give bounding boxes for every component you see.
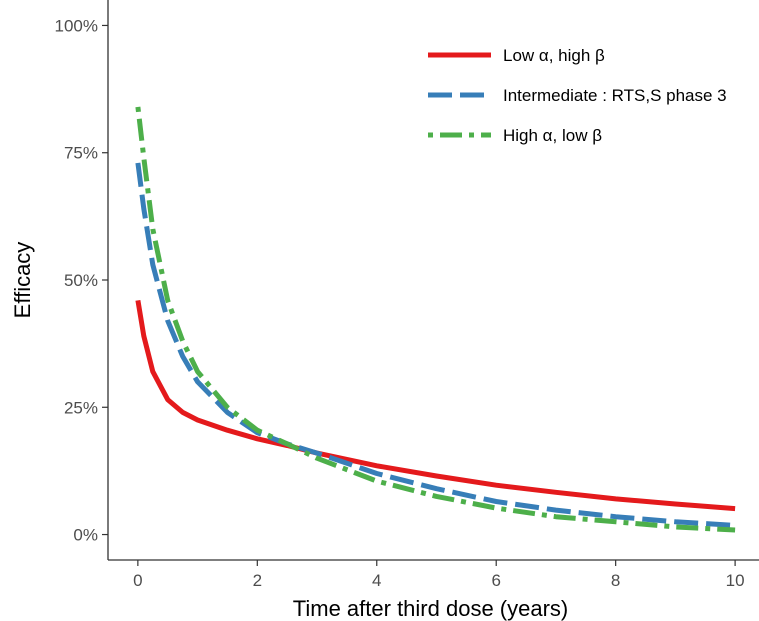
legend-label-1: Low α, high β [503,46,605,65]
series-line-3 [135,106,736,533]
series-line-2 [135,162,736,528]
x-tick-label: 0 [133,571,142,590]
y-tick-label: 50% [64,271,98,290]
series-lines [135,106,736,533]
legend-label-2: Intermediate : RTS,S phase 3 [503,86,727,105]
x-tick-label: 8 [611,571,620,590]
legend-label-3: High α, low β [503,126,602,145]
y-tick-label: 100% [55,16,98,35]
x-tick-label: 10 [726,571,745,590]
y-tick-label: 75% [64,144,98,163]
x-tick-label: 4 [372,571,381,590]
x-tick-label: 6 [491,571,500,590]
y-tick-label: 0% [73,526,98,545]
legend: Low α, high β Intermediate : RTS,S phase … [428,46,727,145]
y-tick-label: 25% [64,398,98,417]
axes: 0% 25% 50% 75% 100% 0 2 4 6 8 10 [55,0,759,590]
y-axis-title: Efficacy [10,242,35,319]
x-axis-title: Time after third dose (years) [293,596,569,621]
x-tick-label: 2 [253,571,262,590]
